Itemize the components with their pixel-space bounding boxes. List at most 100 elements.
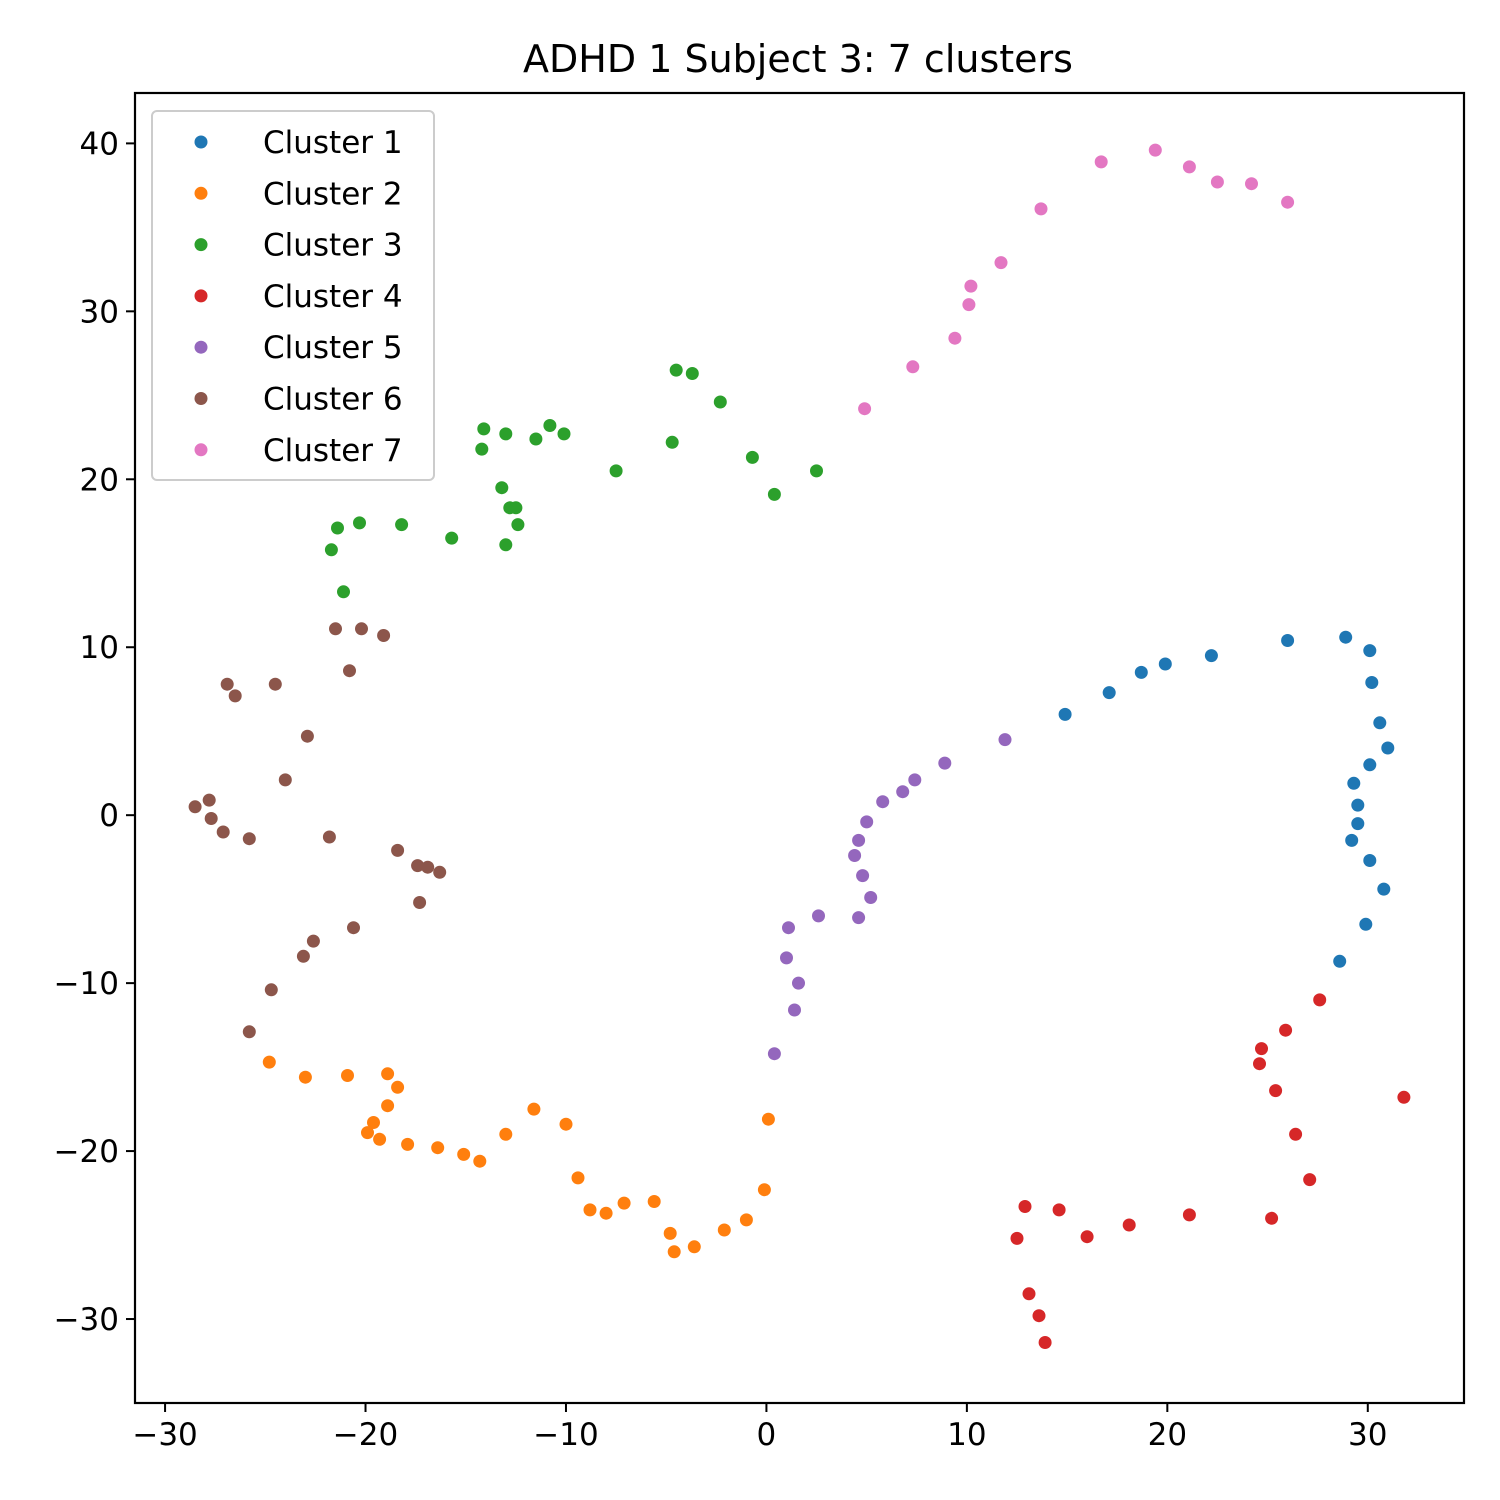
- data-point: [1359, 917, 1373, 931]
- data-point: [962, 298, 976, 312]
- legend-label: Cluster 3: [263, 228, 403, 264]
- data-point: [1345, 833, 1359, 847]
- legend-marker: [194, 340, 208, 354]
- data-point: [557, 427, 571, 441]
- data-point: [663, 1226, 677, 1240]
- data-point: [395, 518, 409, 532]
- legend: Cluster 1 Cluster 2 Cluster 3 Cluster 4 Clus…: [151, 110, 435, 481]
- y-tick-label: 0: [99, 798, 119, 834]
- legend-marker: [194, 238, 208, 252]
- data-point: [343, 664, 356, 678]
- y-tick-label: 10: [80, 630, 119, 666]
- y-tick-label: −20: [54, 1134, 119, 1170]
- data-point: [1182, 160, 1196, 174]
- data-point: [1018, 1200, 1032, 1213]
- data-point: [202, 793, 216, 807]
- x-tick-label: −20: [333, 1417, 398, 1453]
- data-point: [717, 1223, 731, 1237]
- legend-marker: [194, 392, 208, 405]
- data-point: [1148, 143, 1162, 157]
- data-point: [220, 677, 234, 691]
- data-point: [529, 432, 543, 446]
- data-point: [852, 911, 866, 925]
- data-point: [337, 585, 350, 599]
- legend-label: Cluster 7: [263, 433, 403, 469]
- data-point: [1210, 175, 1224, 189]
- series-cluster-7: [858, 143, 1295, 416]
- chart-title: ADHD 1 Subject 3: 7 clusters: [523, 37, 1073, 81]
- data-point: [445, 531, 459, 545]
- legend-marker: [194, 289, 208, 303]
- data-point: [373, 1132, 387, 1146]
- data-point: [1158, 657, 1172, 671]
- data-point: [964, 279, 978, 293]
- data-point: [559, 1117, 573, 1131]
- data-point: [367, 1116, 380, 1129]
- series-cluster-5: [767, 733, 1012, 1061]
- data-point: [322, 830, 336, 844]
- data-point: [1022, 1287, 1036, 1301]
- data-point: [1253, 1057, 1266, 1071]
- points-layer: [188, 143, 1411, 1349]
- data-point: [810, 464, 823, 478]
- data-point: [948, 331, 962, 345]
- series-cluster-2: [262, 1055, 775, 1259]
- data-point: [381, 1067, 395, 1081]
- x-tick-label: −30: [132, 1417, 197, 1453]
- legend-label: Cluster 1: [263, 125, 403, 161]
- legend-label: Cluster 6: [263, 382, 403, 418]
- data-point: [331, 521, 344, 535]
- data-point: [1339, 630, 1353, 644]
- data-point: [858, 402, 872, 416]
- data-point: [381, 1099, 395, 1113]
- data-point: [1134, 665, 1148, 679]
- data-point: [994, 256, 1008, 270]
- data-point: [391, 843, 405, 857]
- series-cluster-4: [1010, 993, 1411, 1349]
- data-point: [667, 1245, 681, 1259]
- data-point: [499, 427, 513, 441]
- ticks-layer: −30 −20 −10 0 10 20 30 −30 −20 −10 0 10 20 30 40: [54, 126, 1388, 1453]
- x-tick-label: 20: [1148, 1417, 1187, 1453]
- data-point: [188, 800, 202, 814]
- x-tick-label: 0: [757, 1417, 777, 1453]
- data-point: [347, 921, 360, 935]
- data-point: [1365, 676, 1379, 689]
- data-point: [1204, 649, 1218, 663]
- data-point: [812, 909, 825, 923]
- data-point: [1351, 798, 1365, 812]
- data-point: [617, 1196, 631, 1210]
- data-point: [1052, 1203, 1066, 1217]
- legend-label: Cluster 4: [263, 279, 403, 315]
- data-point: [475, 442, 489, 456]
- data-point: [499, 1127, 513, 1141]
- y-tick-label: −10: [54, 966, 119, 1002]
- data-point: [571, 1171, 585, 1185]
- data-point: [687, 1240, 701, 1254]
- data-point: [543, 419, 557, 432]
- data-point: [599, 1206, 613, 1220]
- x-tick-label: −10: [533, 1417, 598, 1453]
- series-cluster-3: [324, 363, 823, 599]
- data-point: [1347, 776, 1361, 790]
- data-point: [757, 1183, 771, 1197]
- data-point: [1351, 817, 1365, 831]
- data-point: [1038, 1336, 1052, 1349]
- data-point: [242, 832, 256, 846]
- data-point: [745, 450, 759, 464]
- data-point: [938, 756, 952, 770]
- data-point: [262, 1055, 276, 1069]
- data-point: [355, 622, 368, 636]
- data-point: [767, 487, 781, 501]
- data-point: [1373, 716, 1387, 730]
- data-point: [852, 833, 866, 847]
- data-point: [647, 1195, 661, 1208]
- data-point: [216, 825, 230, 839]
- data-point: [228, 689, 242, 703]
- data-point: [713, 395, 727, 409]
- data-point: [306, 934, 320, 948]
- data-point: [998, 733, 1012, 747]
- data-point: [329, 622, 342, 636]
- data-point: [1363, 854, 1377, 867]
